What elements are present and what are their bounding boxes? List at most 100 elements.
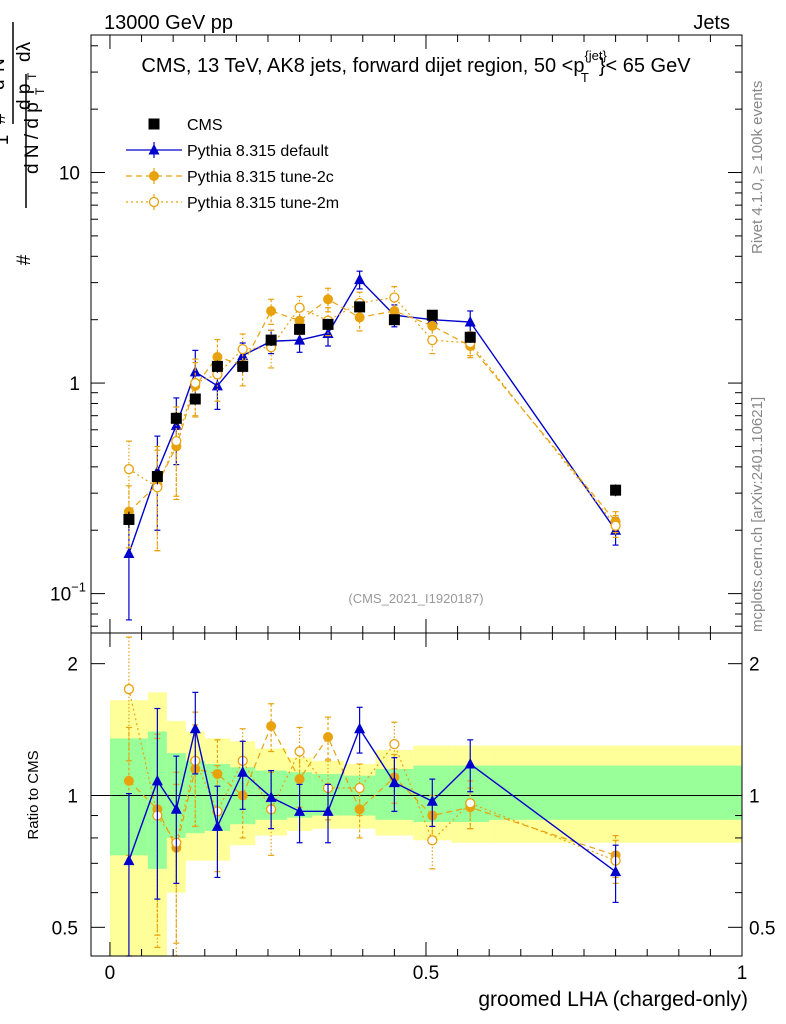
main-cms-point [322, 318, 334, 330]
mcplots-label: mcplots.cern.ch [arXiv:2401.10621] [749, 397, 766, 632]
legend: CMS Pythia 8.315 default Pythia 8.315 tune… [126, 117, 339, 212]
legend-cms-marker [148, 118, 160, 130]
main-cms-point [610, 484, 622, 496]
ratio-panel: 0.5 0.5 1 1 2 2 0 0.5 1 [52, 632, 775, 984]
ratio-ytick-label-right: 2 [749, 655, 760, 676]
ylabel-dn: d N / d p [22, 102, 43, 174]
ratio-pythia-8-315-default-point [294, 805, 306, 816]
plot-title-main: CMS, 13 TeV, AK8 jets, forward dijet reg… [141, 55, 584, 77]
process-label: Jets [693, 12, 730, 34]
ratio-pythia-8-315-tune-2m-point [465, 798, 476, 809]
main-pythia-8-315-tune-2c-point [212, 351, 223, 362]
main-ylabel: # 1 d N / d p T # d 2 N d p T dλ [0, 22, 47, 265]
ratio-pythia-8-315-default-line [128, 727, 617, 873]
ylabel-dp: d p [14, 84, 35, 110]
ratio-pythia-8-315-default-point [265, 791, 277, 802]
ratio-pythia-8-315-default-point [189, 722, 201, 734]
main-pythia-8-315-tune-2m-point [190, 377, 201, 389]
xtick-label: 0 [105, 963, 116, 984]
main-cms-point [426, 309, 438, 321]
main-panel: 10−1 1 10 CMS, 13 TeV, AK8 jets, forward d… [50, 34, 743, 634]
main-pythia-8-315-tune-2c-point [266, 305, 277, 316]
ratio-pythia-8-315-default-point [464, 758, 476, 769]
ratio-ytick-label-right: 1 [749, 786, 760, 807]
ratio-ytick-label-left: 0.5 [52, 918, 78, 939]
main-pythia-8-315-tune-2m-line [128, 296, 617, 527]
main-ytick-label: 10−1 [50, 580, 86, 606]
rivet-version-label: Rivet 4.1.0, ≥ 100k events [749, 81, 766, 254]
ratio-pythia-8-315-default-point [123, 854, 135, 866]
plot-title: CMS, 13 TeV, AK8 jets, forward dijet reg… [141, 48, 691, 85]
main-pythia-8-315-tune-2m-point [294, 302, 305, 313]
x-axis-label: groomed LHA (charged-only) [478, 988, 748, 1011]
main-pythia-8-315-tune-2m-point [427, 334, 438, 346]
ratio-pythia-8-315-tune-2c-point [323, 732, 334, 743]
ratio-pythia-8-315-tune-2m-point [354, 782, 365, 794]
legend-pythia-8-315-tune-2c-marker [149, 171, 159, 181]
main-ytick-label: 10 [59, 164, 80, 185]
main-cms-point [123, 513, 135, 525]
ratio-pythia-8-315-default-point [388, 776, 400, 788]
ratio-pythia-8-315-default-point [322, 805, 334, 816]
xtick-label: 1 [737, 963, 748, 984]
main-ytick-label: 1 [69, 374, 80, 395]
main-cms-point [170, 412, 182, 424]
ratio-pythia-8-315-tune-2c-line [128, 724, 616, 856]
main-pythia-8-315-tune-2m-point [389, 292, 400, 303]
ratio-pythia-8-315-default-point [426, 795, 438, 806]
legend-pythia-8-315-tune-2m-marker [148, 196, 160, 208]
ylabel-t1: T [33, 87, 47, 95]
main-pythia-8-315-tune-2m-point [610, 520, 621, 531]
legend-pythia-8-315-default-label: Pythia 8.315 default [187, 143, 329, 160]
ratio-pythia-8-315-tune-2m-point [294, 746, 305, 757]
main-cms-point [294, 323, 306, 335]
ratio-pythia-8-315-tune-2c-point [123, 775, 134, 786]
plot-title-sub: T [581, 70, 589, 85]
legend-cms-label: CMS [187, 117, 223, 134]
ratio-ytick-label-left: 1 [67, 786, 78, 807]
ratio-pythia-8-315-default-point [211, 820, 223, 831]
main-pythia-8-315-tune-2m-point [123, 464, 135, 475]
ratio-pythia-8-315-default-point [151, 774, 163, 786]
main-pythia-8-315-default-point [189, 365, 201, 377]
ratio-pythia-8-315-default-point [354, 722, 366, 734]
ratio-pythia-8-315-tune-2m-point [389, 738, 400, 750]
ratio-pythia-8-315-tune-2m-point [427, 835, 438, 846]
ratio-ytick-label-right: 0.5 [749, 918, 775, 939]
main-pythia-8-315-tune-2m-point [171, 435, 182, 447]
analysis-id-label: (CMS_2021_I1920187) [348, 591, 483, 606]
main-cms-point [237, 360, 249, 372]
ylabel-one: 1 [0, 135, 13, 146]
main-pythia-8-315-default-point [464, 316, 476, 327]
ylabel-hash-2: # [0, 113, 10, 124]
main-cms-point [388, 314, 400, 326]
ylabel-t2: T [25, 72, 39, 80]
ratio-ytick-label-left: 2 [67, 655, 78, 676]
ylabel-dl: dλ [14, 41, 35, 62]
ratio-pythia-8-315-tune-2c-point [266, 721, 277, 732]
main-pythia-8-315-tune-2c-point [323, 294, 334, 305]
ratio-pythia-8-315-tune-2m-line [128, 688, 616, 862]
main-pythia-8-315-default-point [211, 379, 223, 391]
xtick-label: 0.5 [413, 963, 439, 984]
legend-pythia-8-315-tune-2m-label: Pythia 8.315 tune-2m [187, 195, 339, 212]
main-pythia-8-315-default-point [294, 334, 306, 345]
ratio-band-green [489, 765, 742, 820]
ylabel-hash-1: # [14, 254, 35, 265]
main-pythia-8-315-default-point [354, 273, 366, 285]
energy-label: 13000 GeV pp [104, 12, 233, 34]
ratio-pythia-8-315-default-point [610, 865, 622, 877]
legend-pythia-8-315-default-marker [148, 144, 160, 155]
ratio-panel-frame [90, 632, 743, 957]
main-cms-point [151, 470, 163, 482]
plot-title-end: }< 65 GeV [599, 55, 691, 77]
ylabel-d2n: d [0, 79, 9, 90]
legend-pythia-8-315-tune-2c-label: Pythia 8.315 tune-2c [187, 169, 334, 186]
main-pythia-8-315-tune-2c-line [128, 298, 617, 522]
ylabel-n: N [0, 58, 9, 72]
main-cms-point [211, 360, 223, 372]
ratio-pythia-8-315-tune-2m-point [123, 683, 135, 695]
ratio-pythia-8-315-default-point [170, 803, 182, 814]
main-pythia-8-315-tune-2c-point [389, 305, 400, 316]
